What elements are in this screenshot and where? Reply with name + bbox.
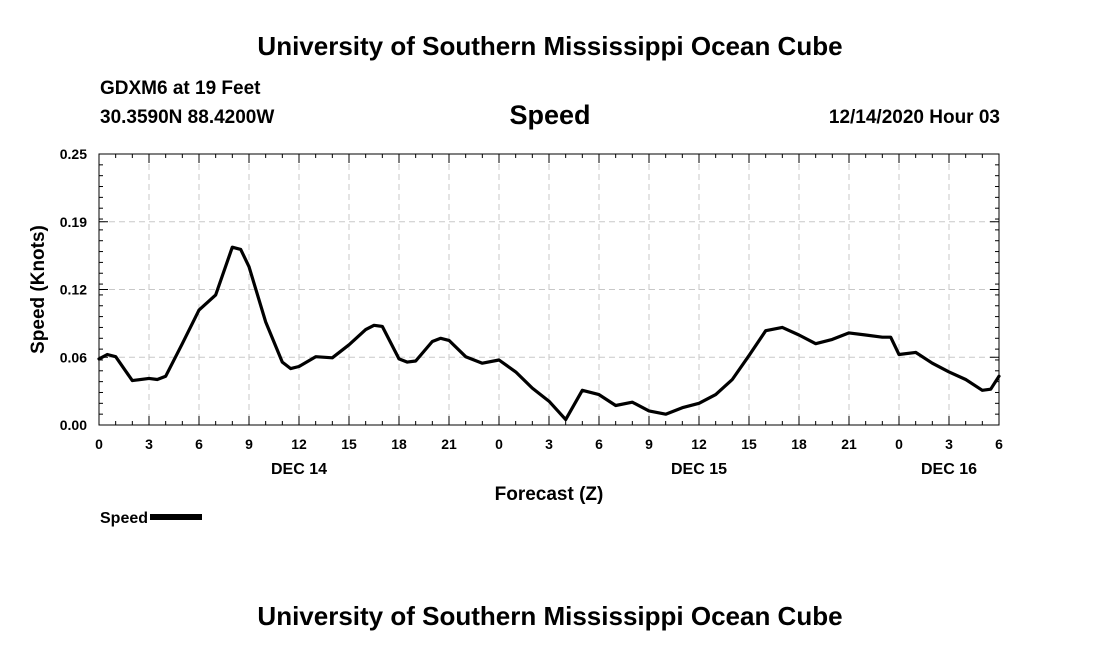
x-tick-label: 6 <box>195 436 203 452</box>
x-tick-label: 3 <box>945 436 953 452</box>
x-tick-label: 6 <box>995 436 1003 452</box>
x-tick-label: 3 <box>545 436 553 452</box>
x-tick-label: 15 <box>741 436 757 452</box>
timestamp-label: 12/14/2020 Hour 03 <box>828 107 1000 128</box>
y-axis-title: Speed (Knots) <box>28 225 49 354</box>
legend-label: Speed <box>100 510 149 527</box>
x-tick-label: 9 <box>245 436 253 452</box>
x-tick-label: 12 <box>691 436 707 452</box>
station-label: GDXM6 at 19 Feet <box>100 78 261 99</box>
page-title: University of Southern Mississippi Ocean… <box>257 31 843 61</box>
x-tick-label: 18 <box>391 436 407 452</box>
x-tick-label: 18 <box>791 436 807 452</box>
x-tick-label: 21 <box>841 436 857 452</box>
x-tick-label: 0 <box>95 436 103 452</box>
date-label: DEC 15 <box>671 461 727 478</box>
x-tick-label: 0 <box>495 436 503 452</box>
plot-frame <box>98 153 1000 426</box>
y-tick-label: 0.25 <box>60 146 87 162</box>
chart-title: Speed <box>509 100 591 130</box>
series-line-speed <box>97 245 1001 422</box>
coordinates-label: 30.3590N 88.4200W <box>100 107 275 128</box>
y-tick-label: 0.06 <box>60 349 87 365</box>
legend-line-swatch <box>150 514 203 521</box>
x-tick-label: 21 <box>441 436 457 452</box>
footer-title: University of Southern Mississippi Ocean… <box>257 601 843 631</box>
x-tick-label: 12 <box>291 436 307 452</box>
date-label: DEC 14 <box>271 461 327 478</box>
x-tick-label: 15 <box>341 436 357 452</box>
x-tick-label: 6 <box>595 436 603 452</box>
x-tick-label: 9 <box>645 436 653 452</box>
x-tick-label: 0 <box>895 436 903 452</box>
date-label: DEC 16 <box>921 461 977 478</box>
y-tick-label: 0.19 <box>60 214 87 230</box>
y-tick-label: 0.12 <box>60 282 87 298</box>
y-tick-label: 0.00 <box>60 417 87 433</box>
legend: Speed <box>100 510 203 528</box>
x-axis-title: Forecast (Z) <box>495 484 604 505</box>
x-tick-label: 3 <box>145 436 153 452</box>
